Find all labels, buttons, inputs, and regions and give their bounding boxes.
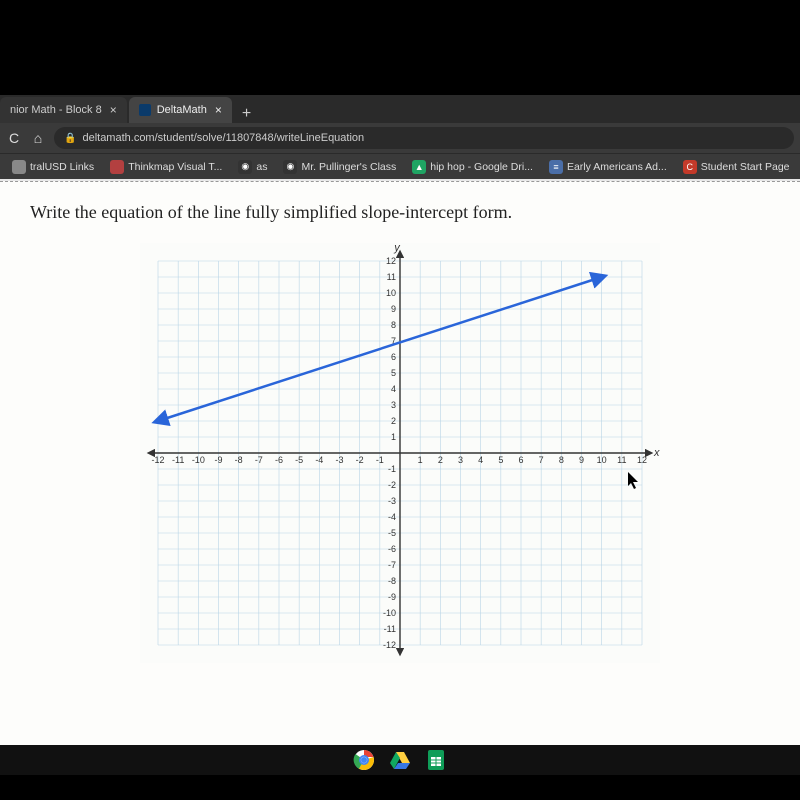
svg-text:-2: -2 — [356, 455, 364, 465]
bookmark-item[interactable]: ◉ as — [232, 158, 273, 176]
bookmark-icon: ▲ — [412, 160, 426, 174]
svg-text:2: 2 — [438, 455, 443, 465]
svg-text:11: 11 — [387, 272, 396, 282]
svg-text:x: x — [653, 447, 660, 459]
svg-text:-4: -4 — [388, 512, 396, 522]
new-tab-button[interactable]: + — [234, 105, 259, 123]
bookmark-label: Mr. Pullinger's Class — [301, 161, 396, 173]
close-icon[interactable]: × — [215, 103, 222, 117]
svg-text:4: 4 — [478, 455, 483, 465]
bookmark-item[interactable]: C Student Start Page — [677, 158, 796, 176]
svg-text:-9: -9 — [388, 592, 396, 602]
bookmark-label: Thinkmap Visual T... — [128, 161, 222, 173]
bookmark-label: Early Americans Ad... — [567, 161, 667, 173]
svg-text:10: 10 — [386, 288, 396, 298]
bookmark-label: hip hop - Google Dri... — [430, 161, 533, 173]
coordinate-graph: -12-11-10-9-8-7-6-5-4-3-2-11234567891011… — [140, 243, 660, 663]
svg-text:7: 7 — [539, 455, 544, 465]
svg-text:6: 6 — [391, 352, 396, 362]
bookmark-item[interactable]: Thinkmap Visual T... — [104, 158, 228, 176]
problem-prompt: Write the equation of the line fully sim… — [30, 202, 770, 223]
sheets-icon[interactable] — [425, 749, 447, 771]
svg-text:-11: -11 — [172, 455, 184, 465]
svg-text:8: 8 — [559, 455, 564, 465]
svg-text:10: 10 — [597, 455, 607, 465]
close-icon[interactable]: × — [110, 103, 117, 117]
bookmarks-bar: tralUSD Links Thinkmap Visual T... ◉ as ◉ Mr.… — [0, 153, 800, 179]
bookmark-icon: ◉ — [238, 160, 252, 174]
chart-container: -12-11-10-9-8-7-6-5-4-3-2-11234567891011… — [30, 243, 770, 663]
svg-text:1: 1 — [391, 432, 396, 442]
tab-label: DeltaMath — [157, 104, 207, 116]
bookmark-icon — [12, 160, 26, 174]
svg-text:1: 1 — [418, 455, 423, 465]
svg-text:-4: -4 — [315, 455, 323, 465]
svg-text:-1: -1 — [376, 455, 384, 465]
svg-text:-10: -10 — [383, 608, 396, 618]
bookmark-icon: ≡ — [549, 160, 563, 174]
svg-text:-7: -7 — [388, 560, 396, 570]
browser-toolbar: C ⌂ 🔒 deltamath.com/student/solve/118078… — [0, 123, 800, 153]
bookmark-item[interactable]: ▲ hip hop - Google Dri... — [406, 158, 539, 176]
svg-text:-7: -7 — [255, 455, 263, 465]
svg-text:-8: -8 — [388, 576, 396, 586]
svg-text:5: 5 — [391, 368, 396, 378]
svg-text:-3: -3 — [388, 496, 396, 506]
svg-text:11: 11 — [617, 455, 626, 465]
svg-text:-8: -8 — [235, 455, 243, 465]
svg-text:-10: -10 — [192, 455, 205, 465]
svg-text:8: 8 — [391, 320, 396, 330]
svg-text:-11: -11 — [384, 624, 396, 634]
svg-text:-6: -6 — [388, 544, 396, 554]
favicon-icon — [139, 104, 151, 116]
bookmark-label: tralUSD Links — [30, 161, 94, 173]
svg-text:6: 6 — [518, 455, 523, 465]
drive-icon[interactable] — [389, 749, 411, 771]
svg-text:3: 3 — [391, 400, 396, 410]
svg-text:-2: -2 — [388, 480, 396, 490]
shelf — [0, 745, 800, 775]
bookmark-item[interactable]: ◉ Mr. Pullinger's Class — [277, 158, 402, 176]
screen: nior Math - Block 8 × DeltaMath × + C ⌂ … — [0, 95, 800, 775]
bookmark-item[interactable]: ≡ Early Americans Ad... — [543, 158, 673, 176]
bookmark-label: as — [256, 161, 267, 173]
bookmark-label: Student Start Page — [701, 161, 790, 173]
home-icon[interactable]: ⌂ — [30, 130, 46, 146]
svg-text:2: 2 — [391, 416, 396, 426]
svg-text:9: 9 — [391, 304, 396, 314]
svg-text:4: 4 — [391, 384, 396, 394]
svg-text:12: 12 — [386, 256, 396, 266]
bookmark-icon: C — [683, 160, 697, 174]
svg-text:-5: -5 — [295, 455, 303, 465]
url-text: deltamath.com/student/solve/11807848/wri… — [82, 132, 364, 144]
svg-text:-3: -3 — [335, 455, 343, 465]
page-content: Write the equation of the line fully sim… — [0, 181, 800, 745]
bookmark-item[interactable]: tralUSD Links — [6, 158, 100, 176]
browser-tab-2[interactable]: DeltaMath × — [129, 97, 232, 123]
svg-text:5: 5 — [498, 455, 503, 465]
reload-icon[interactable]: C — [6, 130, 22, 146]
lock-icon: 🔒 — [64, 133, 76, 144]
svg-text:-12: -12 — [151, 455, 164, 465]
svg-text:9: 9 — [579, 455, 584, 465]
svg-text:-9: -9 — [214, 455, 222, 465]
svg-text:-12: -12 — [383, 640, 396, 650]
tab-strip: nior Math - Block 8 × DeltaMath × + — [0, 95, 800, 123]
svg-text:12: 12 — [637, 455, 647, 465]
chrome-icon[interactable] — [353, 749, 375, 771]
tab-label: nior Math - Block 8 — [10, 104, 102, 116]
url-input[interactable]: 🔒 deltamath.com/student/solve/11807848/w… — [54, 127, 794, 149]
svg-text:-6: -6 — [275, 455, 283, 465]
bookmark-icon — [110, 160, 124, 174]
browser-tab-1[interactable]: nior Math - Block 8 × — [0, 97, 127, 123]
svg-text:-5: -5 — [388, 528, 396, 538]
bookmark-icon: ◉ — [283, 160, 297, 174]
svg-text:-1: -1 — [388, 464, 396, 474]
svg-text:3: 3 — [458, 455, 463, 465]
